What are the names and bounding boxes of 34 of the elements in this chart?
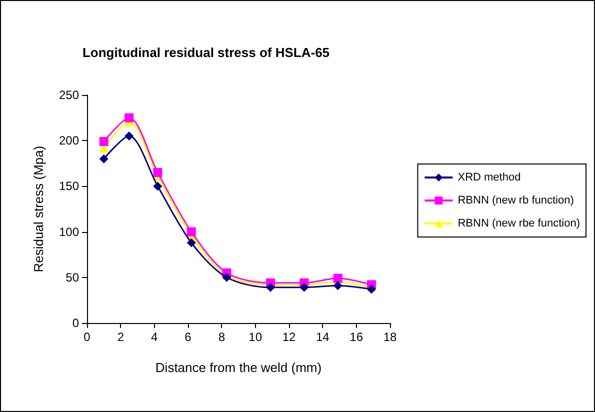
y-tick-label: 150 <box>58 179 80 194</box>
y-axis-title: Residual stress (Mpa) <box>31 146 46 272</box>
x-tick-label: 12 <box>282 330 296 344</box>
point <box>153 168 162 178</box>
point <box>333 274 342 283</box>
x-tick-label: 8 <box>218 330 226 344</box>
point <box>99 154 108 164</box>
point <box>124 113 134 122</box>
x-tick-label: 10 <box>248 330 262 344</box>
x-tick-label: 0 <box>84 330 91 344</box>
point <box>266 282 275 292</box>
x-tick-label: 18 <box>383 330 397 344</box>
x-tick-label: 4 <box>150 330 158 344</box>
point <box>99 137 108 146</box>
point <box>124 132 134 141</box>
y-tick-label: 100 <box>58 224 80 239</box>
y-tick-label: 50 <box>66 270 80 284</box>
y-tick-label: 200 <box>58 134 80 148</box>
x-tick-label: 2 <box>117 330 124 344</box>
y-tick-label: 0 <box>72 316 80 330</box>
x-tick-label: 16 <box>350 330 364 344</box>
point <box>186 238 196 248</box>
legend-label: RBNN (new rb function) <box>458 194 574 206</box>
chart-title: Longitudinal residual stress of HSLA-65 <box>82 45 330 60</box>
legend-label: RBNN (new rbe function) <box>458 218 580 230</box>
point <box>333 281 342 290</box>
y-tick-label: 250 <box>58 88 80 102</box>
x-axis-title: Distance from the weld (mm) <box>155 360 322 375</box>
x-tick-label: 6 <box>184 330 192 344</box>
point <box>153 182 162 191</box>
point <box>300 282 309 292</box>
x-tick-label: 14 <box>316 330 330 344</box>
legend-label: XRD method <box>458 172 521 184</box>
point <box>186 227 196 236</box>
